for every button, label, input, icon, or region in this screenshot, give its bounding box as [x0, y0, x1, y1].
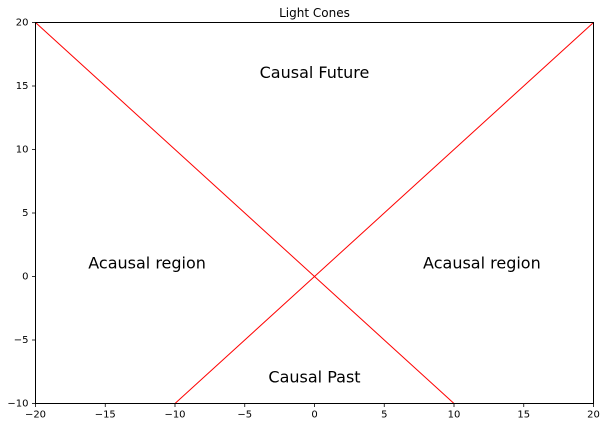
y-axis: −10 −5 0 5 10 15 20: [7, 18, 36, 410]
x-tick-label: 20: [587, 410, 600, 421]
annotation-label: Causal Future: [260, 63, 370, 82]
series-lines: [35, 22, 594, 404]
y-tick-label: 5: [22, 208, 28, 219]
x-tick-label: 0: [311, 410, 317, 421]
x-tick-label: −20: [25, 410, 46, 421]
y-tick-label: 0: [22, 272, 28, 283]
series-line-2: [35, 22, 455, 404]
annotation-label: Acausal region: [88, 253, 206, 272]
x-tick-label: 5: [381, 410, 387, 421]
x-tick-label: −10: [164, 410, 185, 421]
chart-title: Light Cones: [279, 6, 350, 20]
x-axis: −20 −15 −10 −5 0 5 10 15 20: [25, 403, 600, 421]
x-tick-label: −5: [237, 410, 252, 421]
y-tick-label: 10: [16, 145, 29, 156]
annotation-label: Acausal region: [423, 253, 541, 272]
x-tick-label: 10: [448, 410, 461, 421]
y-tick-label: −5: [14, 335, 29, 346]
y-tick-label: −10: [7, 399, 28, 410]
y-tick-label: 15: [16, 81, 29, 92]
x-tick-label: −15: [95, 410, 116, 421]
series-line-1: [174, 22, 594, 404]
x-tick-label: 15: [517, 410, 530, 421]
y-tick-label: 20: [16, 18, 29, 29]
annotation-label: Causal Past: [268, 368, 360, 387]
annotations: Causal Future Causal Past Acausal region Ac…: [88, 63, 540, 387]
